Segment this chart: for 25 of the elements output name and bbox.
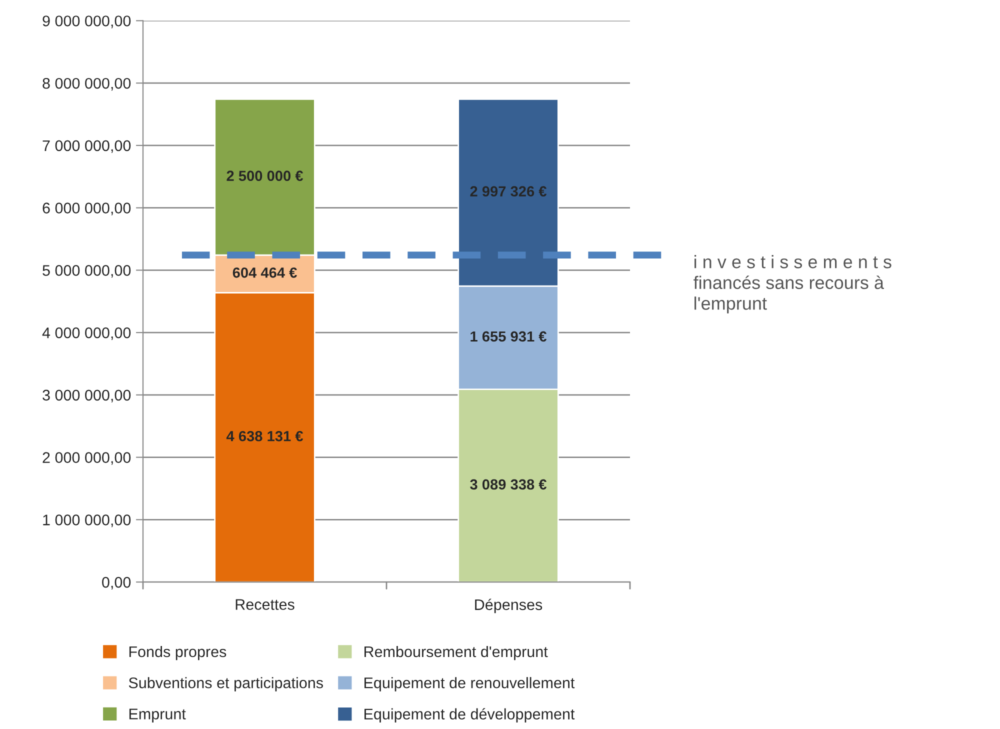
data-label: 2 997 326 €: [470, 186, 547, 197]
legend-label: Fonds propres: [129, 646, 226, 660]
y-tick-label: 1 000 000,00: [43, 514, 131, 528]
ref-line-label: i n v e s t i s s e m e n t s financés sans recours à l'emprunt: [694, 255, 892, 314]
legend-label: Equipement de renouvellement: [364, 677, 575, 692]
x-tick-label: Recettes: [236, 599, 294, 610]
y-tick-label: 9 000 000,00: [42, 16, 131, 28]
data-label: 3 089 338 €: [470, 479, 547, 490]
y-tick-label: 8 000 000,00: [42, 78, 131, 91]
x-tick-label: Dépenses: [475, 598, 542, 614]
data-label: 1 655 931 €: [470, 331, 547, 342]
legend-label: Remboursement d'emprunt: [364, 646, 548, 660]
legend-label: Emprunt: [129, 708, 186, 722]
y-tick-label: 5 000 000,00: [42, 265, 131, 278]
y-tick-label: 0,00: [102, 576, 131, 590]
y-tick-label: 7 000 000,00: [42, 140, 131, 153]
data-label: 2 500 000 €: [226, 170, 304, 182]
y-tick-label: 3 000 000,00: [42, 390, 131, 402]
data-label: 604 464 €: [232, 267, 297, 278]
data-label: 4 638 131 €: [226, 430, 304, 442]
y-tick-label: 6 000 000,00: [42, 202, 131, 216]
legend-label: Subventions et participations: [128, 677, 323, 692]
y-tick-label: 2 000 000,00: [42, 452, 131, 465]
y-tick-label: 4 000 000,00: [42, 327, 131, 340]
legend-label: Equipement de développement: [364, 708, 575, 723]
